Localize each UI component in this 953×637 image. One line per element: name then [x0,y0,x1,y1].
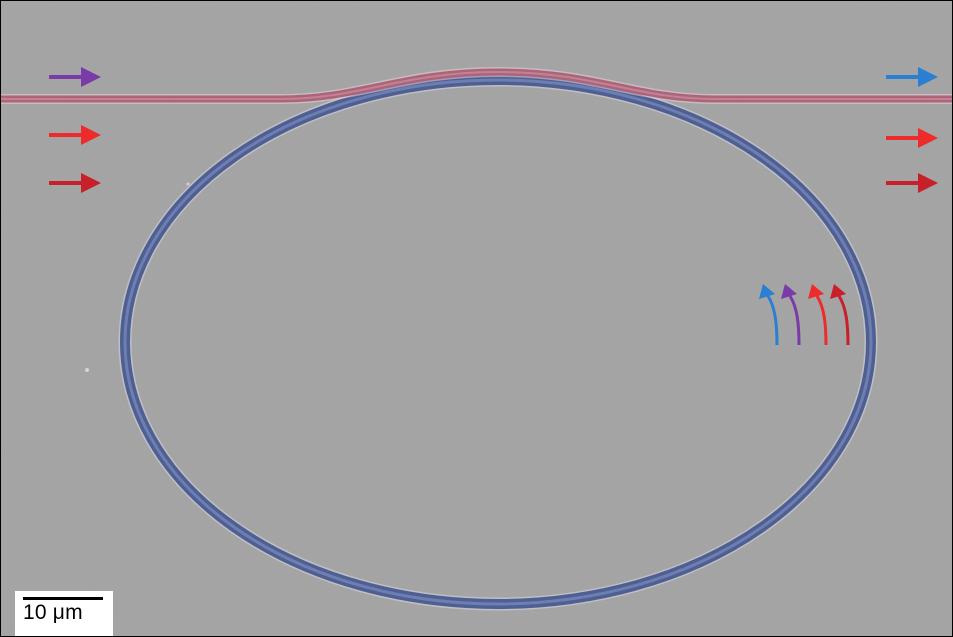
input-arrows [49,67,101,193]
arrow-output-blue [886,67,938,87]
arrow-input-red [49,125,101,145]
scale-bar [23,597,103,600]
output-arrows [886,67,938,193]
arrow-output-red [886,128,938,148]
circulating-arrows [759,284,850,346]
arrow-circulating-red [808,284,828,346]
arrow-output-dark-red [886,173,938,193]
scale-bar-label: 10 μm [23,601,83,624]
arrow-circulating-blue [759,284,779,346]
ring-resonator [118,73,878,611]
arrow-input-purple [49,67,101,87]
debris-speck [85,368,89,372]
debris-speck [186,182,190,186]
arrow-circulating-purple [781,284,801,346]
arrow-input-dark-red [49,173,101,193]
bus-waveguide [1,66,952,104]
arrow-circulating-dark-red [830,284,850,346]
